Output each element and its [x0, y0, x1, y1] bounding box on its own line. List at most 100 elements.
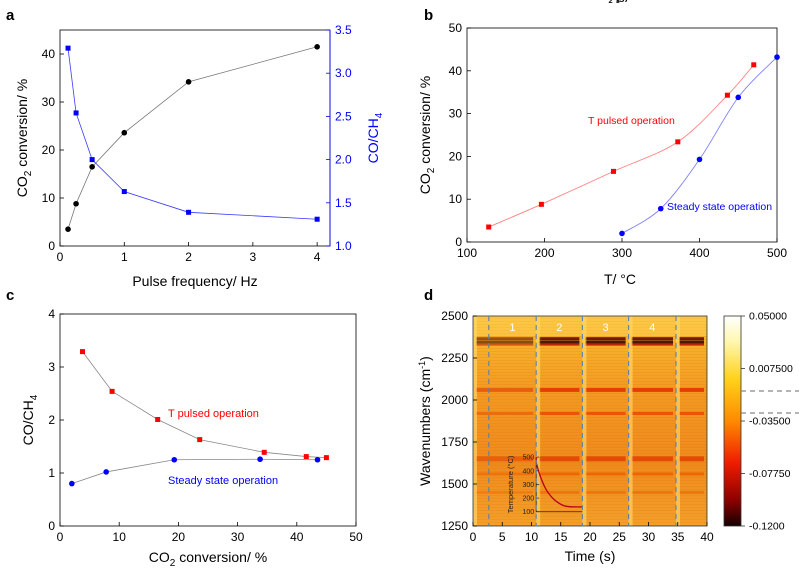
heatmap-band-stripe: [678, 337, 704, 341]
panel-b-x-tick-label: 300: [612, 246, 632, 260]
heatmap-band-stripe: [476, 411, 534, 415]
panel-b-y-tick-label: 40: [449, 64, 463, 78]
heatmap-band-stripe: [678, 456, 704, 462]
panel-b-y-tick-label: 50: [449, 21, 463, 35]
panel-d-y-tick-label: 2500: [441, 309, 468, 323]
heatmap-band-stripe: [539, 456, 580, 462]
panel-b-point: [657, 205, 664, 212]
panel-b: b 100 200 300 400 500 0 10 20 30 40 50 T pulsed op…: [417, 7, 787, 287]
heatmap-band-stripe: [678, 387, 704, 392]
panel-d-y-tick-label: 2000: [441, 393, 468, 407]
panel-b-y-tick-label: 0: [455, 235, 462, 249]
heatmap-band-stripe: [476, 456, 534, 462]
panel-c-pulsed-annotation: T pulsed operation: [168, 408, 259, 420]
panel-c-y-axis-label: CO/CH4: [20, 394, 40, 445]
panel-a-right-y-tick-label: 1.5: [335, 196, 352, 210]
panel-c-point: [261, 449, 267, 455]
panel-a-point: [314, 216, 320, 222]
panel-d-y-tick-label: 1750: [441, 435, 468, 449]
panel-d-y-axis-label: Wavenumbers (cm-1): [417, 356, 433, 486]
panel-c-y-tick-label: 4: [48, 307, 55, 321]
panel-a-y-tick-label: 0: [48, 239, 55, 253]
panel-c-steady-annotation: Steady state operation: [168, 475, 278, 487]
panel-a-x-tick-label: 0: [57, 250, 64, 264]
panel-b-point: [774, 54, 780, 60]
heatmap-band-stripe: [631, 411, 673, 415]
heatmap-band-stripe: [476, 343, 534, 346]
heatmap-band-stripe: [539, 472, 580, 476]
heatmap-band-stripe: [539, 343, 580, 346]
heatmap-band-stripe: [585, 472, 626, 476]
panel-c-y-tick-label: 0: [48, 519, 55, 533]
panel-c-x-tick-label: 40: [290, 530, 304, 544]
heatmap-upper-glow: [473, 316, 707, 336]
panel-a-point: [65, 45, 71, 51]
colorbar-tick-label: -0.03500: [749, 416, 791, 428]
heatmap-band-stripe: [631, 343, 673, 346]
panel-c-point: [303, 454, 309, 460]
heatmap-band-stripe: [631, 340, 673, 344]
heatmap-band-stripe: [631, 387, 673, 392]
heatmap-band-stripe: [585, 340, 626, 344]
pulse-label: 3: [602, 322, 608, 334]
colorbar-tick-label: 0.007500: [749, 363, 793, 375]
panel-c-point: [257, 456, 263, 463]
panel-d-y-tick-label: 2250: [441, 351, 468, 365]
heatmap-pulse-highlight: [536, 316, 541, 526]
colorbar-tick-label: 0.05000: [749, 311, 787, 323]
panel-a-right-y-tick-label: 2.5: [335, 109, 352, 123]
panel-b-x-axis-label: T/ °C: [604, 271, 636, 287]
panel-a-y-tick-label: 40: [42, 47, 56, 61]
panel-b-point: [619, 230, 625, 237]
panel-b-x-tick-label: 400: [689, 246, 709, 260]
panel-a-series-line-1: [67, 48, 318, 220]
panel-b-y-tick-label: 30: [449, 107, 463, 121]
panel-b-point: [675, 139, 681, 145]
panel-a-y-tick-label: 20: [42, 143, 56, 157]
panel-c-point: [109, 388, 115, 394]
panel-a-series-line-0: [67, 46, 318, 230]
panel-a-point: [73, 200, 79, 207]
panel-d-x-tick-label: 5: [499, 530, 506, 544]
heatmap-band-stripe: [476, 387, 534, 392]
panel-a-y-tick-label: 10: [42, 191, 56, 205]
panel-a-point: [186, 209, 192, 215]
inset-y-tick-label: 200: [522, 496, 534, 503]
panel-c-x-tick-label: 30: [231, 530, 245, 544]
pulse-label: 2: [556, 322, 562, 334]
heatmap-band-stripe: [678, 340, 704, 344]
panel-c-x-axis-label: CO2 conversion/ %: [149, 549, 267, 569]
panel-a-point: [73, 110, 79, 116]
panel-a-y-axis-label: CO2 conversion/ %: [14, 79, 34, 197]
heatmap-band-stripe: [539, 490, 580, 494]
heatmap-band-stripe: [476, 472, 534, 476]
heatmap-band-stripe: [678, 411, 704, 415]
pulse-label: 4: [649, 322, 655, 334]
panel-c-label: c: [6, 287, 14, 304]
panel-a-label: a: [6, 7, 15, 24]
heatmap-band-stripe: [678, 490, 704, 494]
panel-b-y-tick-label: 20: [449, 149, 463, 163]
panel-a-x-tick-label: 3: [250, 250, 257, 264]
panel-b-x-tick-label: 500: [767, 246, 787, 260]
panel-a-point: [89, 164, 95, 170]
panel-b-x-tick-label: 200: [534, 246, 554, 260]
heatmap-band-stripe: [631, 490, 673, 494]
panel-a-x-axis-label: Pulse frequency/ Hz: [132, 273, 257, 289]
panel-b-label: b: [424, 7, 433, 24]
heatmap-band-stripe: [585, 337, 626, 341]
panel-b-point: [610, 168, 616, 174]
panel-d-x-tick-label: 15: [554, 530, 568, 544]
heatmap-band-stripe: [585, 490, 626, 494]
panel-c-x-tick-label: 50: [349, 530, 363, 544]
panel-d: d 0 5 10 15 20 25 30 35 401250150017502000225025…: [417, 0, 799, 564]
heatmap-band-stripe: [539, 411, 580, 415]
panel-a-y2-axis-label: CO/CH4: [365, 112, 385, 163]
panel-d-x-tick-label: 0: [470, 530, 477, 544]
panel-c: c 0 10 20 30 40 50 0 1 2 3 4 T pulsed operation St…: [6, 287, 363, 569]
panel-a-frame: [59, 29, 331, 247]
panel-a-x-tick-label: 4: [314, 250, 321, 264]
panel-b-point: [735, 94, 742, 101]
panel-a-x-tick-label: 1: [121, 250, 128, 264]
panel-d-x-tick-label: 30: [642, 530, 656, 544]
